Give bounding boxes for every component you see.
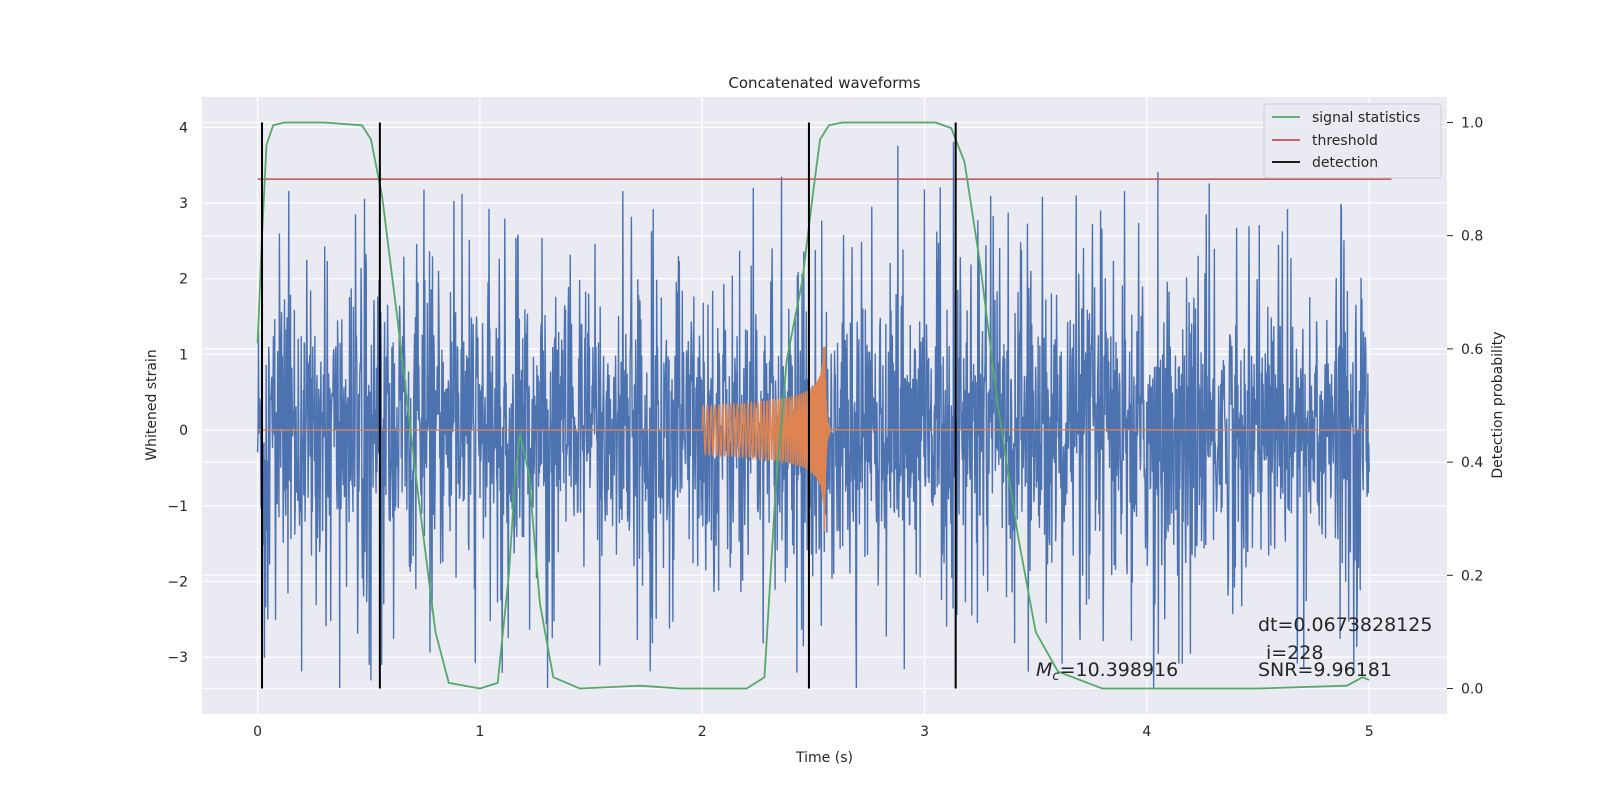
y-right-tick-label: 1.0 [1461, 115, 1483, 131]
mc-annotation: Mc=10.398916 [1036, 659, 1178, 684]
x-tick-label: 2 [698, 724, 707, 740]
x-tick-label: 1 [475, 724, 484, 740]
legend-label-threshold: threshold [1312, 133, 1378, 149]
x-tick-label: 5 [1365, 724, 1374, 740]
x-axis-label: Time (s) [795, 750, 853, 766]
y-tick-label: −1 [167, 499, 188, 515]
mc-value: =10.398916 [1060, 659, 1179, 681]
tick-labels: 0 1 2 3 4 5 −3 −2 −1 0 1 2 3 4 0.0 0.2 0.4 0.6 0.8 1.0 [167, 115, 1483, 740]
y-right-tick-label: 0.6 [1461, 342, 1483, 358]
y-right-tick-label: 0.4 [1461, 455, 1483, 471]
statistics-line [256, 121, 1370, 690]
snr-annotation: SNR=9.96181 [1258, 659, 1392, 681]
y-tick-label: −2 [167, 575, 188, 591]
mc-subscript: c [1052, 669, 1059, 684]
mc-symbol: M [1036, 659, 1052, 681]
legend: signal statistics threshold detection [1263, 103, 1442, 179]
legend-box [1263, 103, 1442, 179]
y-axis-label: Whitened strain [144, 349, 160, 460]
y-tick-label: 3 [179, 196, 188, 212]
y-tick-label: 0 [179, 423, 188, 439]
y-right-tick-label: 0.2 [1461, 568, 1483, 584]
y-right-axis-label: Detection probability [1490, 331, 1506, 478]
legend-label-detection: detection [1312, 155, 1378, 171]
dt-annotation: dt=0.0673828125 [1258, 614, 1432, 636]
detection-lines [261, 122, 957, 689]
y-tick-label: −3 [167, 650, 188, 666]
y-tick-label: 2 [179, 272, 188, 288]
statistics-series [256, 121, 1370, 690]
legend-label-statistics: signal statistics [1312, 110, 1420, 126]
y-tick-label: 4 [179, 120, 188, 136]
x-tick-label: 3 [920, 724, 929, 740]
chart-title: Concatenated waveforms [728, 74, 920, 92]
y-tick-label: 1 [179, 347, 188, 363]
y-right-tick-label: 0.8 [1461, 229, 1483, 245]
x-tick-label: 0 [253, 724, 262, 740]
index-annotation: i=228 [1266, 642, 1323, 664]
x-tick-label: 4 [1142, 724, 1151, 740]
y-right-tick-label: 0.0 [1461, 682, 1483, 698]
